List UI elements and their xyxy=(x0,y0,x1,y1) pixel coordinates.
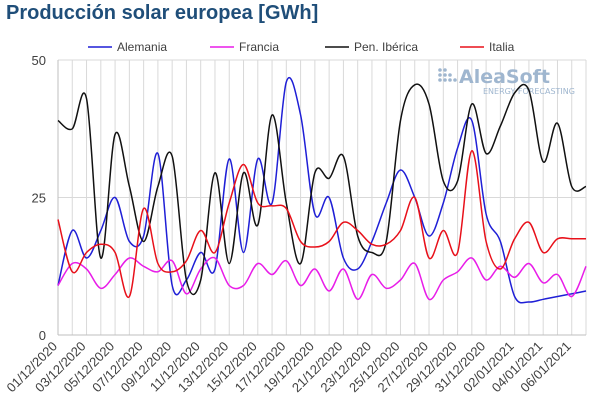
series-line-francia xyxy=(57,256,587,301)
logo-dot xyxy=(443,78,447,82)
series-line-italia xyxy=(57,150,586,298)
chart-title: Producción solar europea [GWh] xyxy=(6,2,319,24)
series-line-alemania xyxy=(57,76,587,304)
logo-dot xyxy=(443,68,447,72)
legend-label-alemania: Alemania xyxy=(117,40,167,54)
series-line-pen-ib-rica xyxy=(57,83,587,296)
logo-name: AleaSoft xyxy=(459,66,550,88)
y-tick-label: 50 xyxy=(32,53,46,68)
legend-label-pen-ib-rica: Pen. Ibérica xyxy=(354,40,418,54)
y-tick-label: 25 xyxy=(32,191,46,206)
logo-dot xyxy=(448,78,452,82)
logo-dot xyxy=(443,73,447,77)
logo-dot xyxy=(453,78,457,82)
logo-dot xyxy=(438,73,442,77)
logo-dot xyxy=(438,68,442,72)
legend-label-italia: Italia xyxy=(489,40,515,54)
grid-lines xyxy=(57,59,587,336)
legend: Alemania Francia Pen. Ibérica Italia xyxy=(88,40,515,54)
y-tick-label: 0 xyxy=(39,328,46,343)
logo-dot xyxy=(448,73,452,77)
legend-label-francia: Francia xyxy=(239,40,279,54)
logo-dot xyxy=(438,78,442,82)
